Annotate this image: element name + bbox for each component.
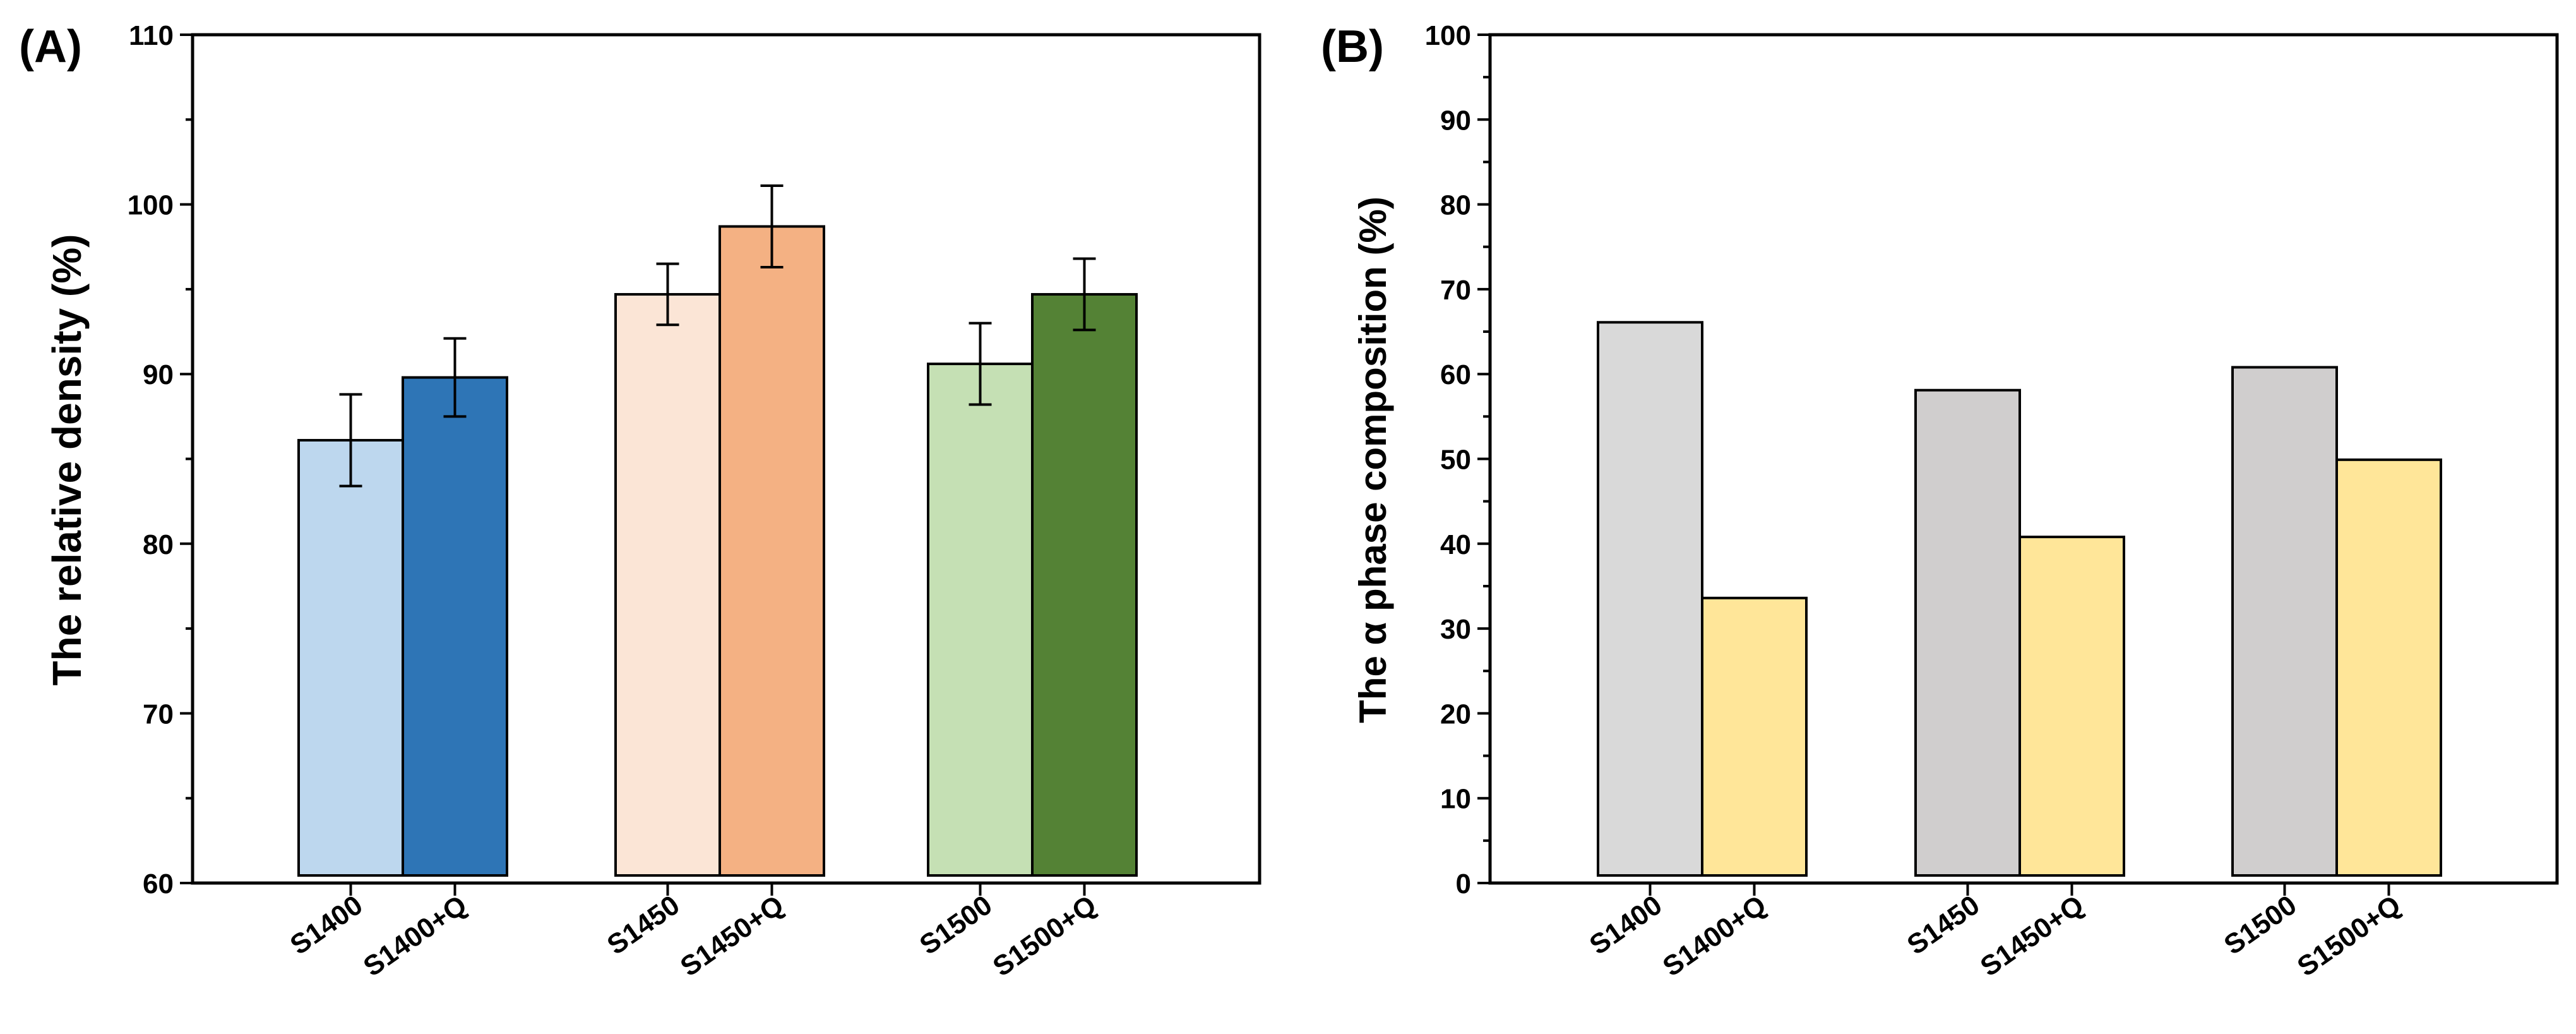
x-tick-label: S1500+Q — [987, 889, 1102, 982]
x-tick-label: S1500+Q — [2292, 889, 2406, 982]
panel-b: (B) The α phase composition (%) S1400S14… — [1321, 20, 2559, 983]
x-tick-label: S1450+Q — [1975, 889, 2089, 982]
y-tick-label: 110 — [129, 20, 174, 51]
bar-s1500-plus-q — [2335, 458, 2442, 877]
y-tick-label: 60 — [1440, 359, 1471, 390]
y-tick-label: 70 — [1440, 275, 1471, 306]
y-tick-label: 70 — [143, 699, 174, 730]
bar-s1500 — [927, 363, 1034, 877]
panel-a-y-axis-title: The relative density (%) — [44, 234, 90, 686]
panel-a-label: (A) — [19, 21, 82, 72]
y-tick-label: 60 — [143, 869, 174, 899]
y-tick-label: 80 — [1440, 190, 1471, 221]
y-tick-label: 10 — [1440, 784, 1471, 815]
y-tick-label: 100 — [1425, 20, 1471, 51]
x-tick-label: S1400+Q — [358, 889, 472, 982]
y-tick-label: 20 — [1440, 699, 1471, 730]
y-tick-label: 90 — [143, 359, 174, 390]
bar-s1450 — [614, 292, 721, 877]
bar-s1400 — [1597, 321, 1703, 877]
x-tick-label: S1450 — [1902, 889, 1985, 961]
x-tick-label: S1400 — [285, 889, 368, 961]
bar-s1400 — [297, 438, 404, 877]
y-tick-label: 30 — [1440, 614, 1471, 645]
panel-a: (A) The relative density (%) S1400S1400+… — [19, 20, 1261, 983]
x-tick-label: S1450 — [602, 889, 685, 961]
x-tick-label: S1450+Q — [675, 889, 789, 982]
y-tick-label: 0 — [1456, 869, 1471, 899]
y-tick-label: 80 — [143, 529, 174, 560]
bar-s1450-plus-q — [2018, 536, 2125, 877]
bar-s1400-plus-q — [402, 376, 508, 877]
y-tick-label: 90 — [1440, 105, 1471, 136]
bar-s1500 — [2231, 366, 2338, 877]
bar-s1500-plus-q — [1031, 292, 1138, 877]
panel-b-label: (B) — [1321, 21, 1384, 72]
x-tick-label: S1500 — [914, 889, 998, 961]
bar-s1400-plus-q — [1701, 596, 1808, 877]
bar-s1450-plus-q — [719, 225, 825, 877]
panel-b-y-axis-title: The α phase composition (%) — [1352, 196, 1394, 723]
y-tick-label: 40 — [1440, 529, 1471, 560]
x-tick-label: S1400 — [1584, 889, 1667, 961]
x-tick-label: S1400+Q — [1657, 889, 1772, 982]
bar-s1450 — [1914, 388, 2021, 877]
y-tick-label: 100 — [128, 190, 174, 221]
y-tick-label: 50 — [1440, 445, 1471, 476]
x-tick-label: S1500 — [2219, 889, 2302, 961]
